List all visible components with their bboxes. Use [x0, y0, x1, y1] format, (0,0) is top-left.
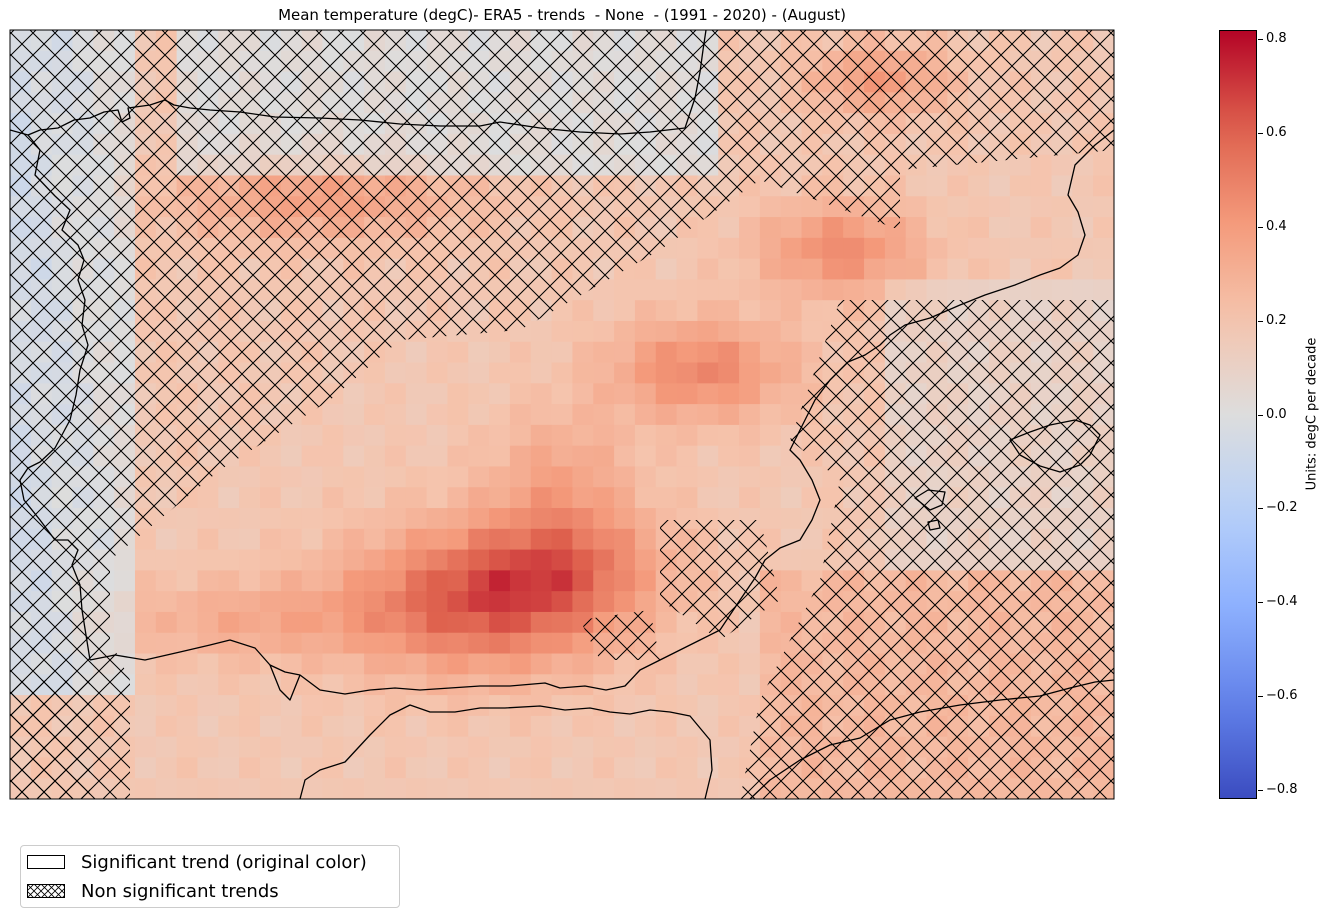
- coastline-portugal: [19, 134, 91, 661]
- coastline-algeria: [749, 679, 1114, 799]
- legend-swatch-hatched: [27, 884, 65, 898]
- colorbar-tick-label: 0.8: [1266, 31, 1287, 47]
- hatch-region-valencia: [660, 520, 780, 640]
- legend-item-non-significant: Non significant trends: [27, 880, 279, 902]
- colorbar-tick-mark: [1258, 789, 1263, 791]
- colorbar-tick-mark: [1258, 39, 1263, 41]
- coastline-andalusia: [89, 129, 1114, 695]
- colorbar-label: Units: degC per decade: [1304, 337, 1320, 491]
- colorbar-tick-label: 0.0: [1266, 406, 1287, 422]
- coastlines: [10, 30, 1114, 799]
- hatch-region-west-north: [10, 30, 1114, 799]
- colorbar-tick-mark: [1258, 226, 1263, 228]
- colorbar-tick-mark: [1258, 133, 1263, 135]
- map-frame: [9, 29, 1115, 800]
- legend-label-non-significant: Non significant trends: [81, 880, 279, 902]
- colorbar-tick-label: 0.4: [1266, 218, 1287, 234]
- map-title: Mean temperature (degC)- ERA5 - trends -…: [278, 6, 846, 24]
- colorbar-tick-label: 0.2: [1266, 312, 1287, 328]
- colorbar-tick-mark: [1258, 320, 1263, 322]
- coastline-north-africa: [299, 704, 713, 799]
- colorbar-tick-mark: [1258, 602, 1263, 604]
- colorbar-tick-mark: [1258, 414, 1263, 416]
- hatch-region-murcia: [580, 610, 660, 660]
- legend-swatch-plain: [27, 855, 65, 869]
- coastline-gibraltar-detail: [269, 664, 301, 701]
- legend-label-significant: Significant trend (original color): [81, 851, 367, 873]
- colorbar-tick-label: 0.6: [1266, 125, 1287, 141]
- legend: Significant trend (original color) Non s…: [20, 845, 400, 908]
- coastline-ibiza: [914, 489, 946, 531]
- colorbar-tick-label: −0.4: [1266, 594, 1298, 610]
- hatch-region-southwest: [10, 680, 90, 799]
- colorbar-tick-label: −0.6: [1266, 687, 1298, 703]
- colorbar-tick-label: −0.2: [1266, 500, 1298, 516]
- colorbar: [1219, 30, 1257, 799]
- colorbar-tick-mark: [1258, 508, 1263, 510]
- coastline-mallorca: [1009, 419, 1101, 473]
- legend-item-significant: Significant trend (original color): [27, 851, 367, 873]
- hatch-region-east: [740, 300, 1114, 799]
- non-significant-hatching: [10, 30, 1114, 799]
- colorbar-tick-mark: [1258, 695, 1263, 697]
- coastline-bay-of-biscay: [10, 30, 707, 136]
- colorbar-tick-label: −0.8: [1266, 781, 1298, 797]
